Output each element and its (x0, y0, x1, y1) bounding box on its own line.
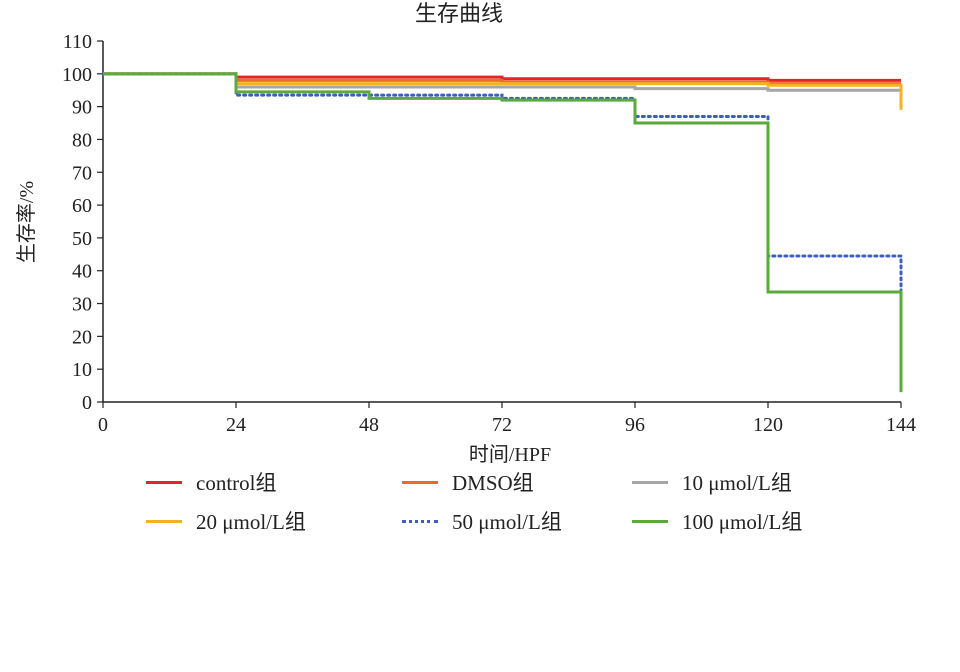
y-tick-label: 10 (72, 359, 92, 381)
series-line-4 (101, 72, 903, 292)
y-tick-label: 30 (72, 294, 92, 316)
y-tick-label: 80 (72, 129, 92, 151)
x-tick-label: 24 (226, 414, 246, 436)
x-tick-label: 144 (886, 414, 916, 436)
chart-title: 生存曲线 (415, 1, 503, 26)
y-tick-label: 110 (63, 31, 92, 53)
plot-area (101, 72, 903, 393)
y-tick-label: 40 (72, 261, 92, 283)
x-tick-label: 96 (625, 414, 645, 436)
x-tick-label: 0 (98, 414, 108, 436)
y-axis-label: 生存率/% (15, 181, 38, 263)
x-axis-label: 时间/HPF (469, 443, 551, 466)
y-tick-label: 20 (72, 326, 92, 348)
y-tick-label: 60 (72, 195, 92, 217)
y-tick-label: 50 (72, 228, 92, 250)
x-tick-label: 48 (359, 414, 379, 436)
x-tick-label: 72 (492, 414, 512, 436)
x-tick-label: 120 (753, 414, 783, 436)
y-tick-label: 70 (72, 162, 92, 184)
y-tick-label: 90 (72, 97, 92, 119)
y-tick-label: 0 (82, 392, 92, 414)
y-tick-label: 100 (62, 64, 92, 86)
axes: 0 10 20 30 40 50 60 70 80 90 100 110 0 24 48 72 96 120 144 (62, 31, 916, 436)
series-line-5 (103, 72, 903, 393)
